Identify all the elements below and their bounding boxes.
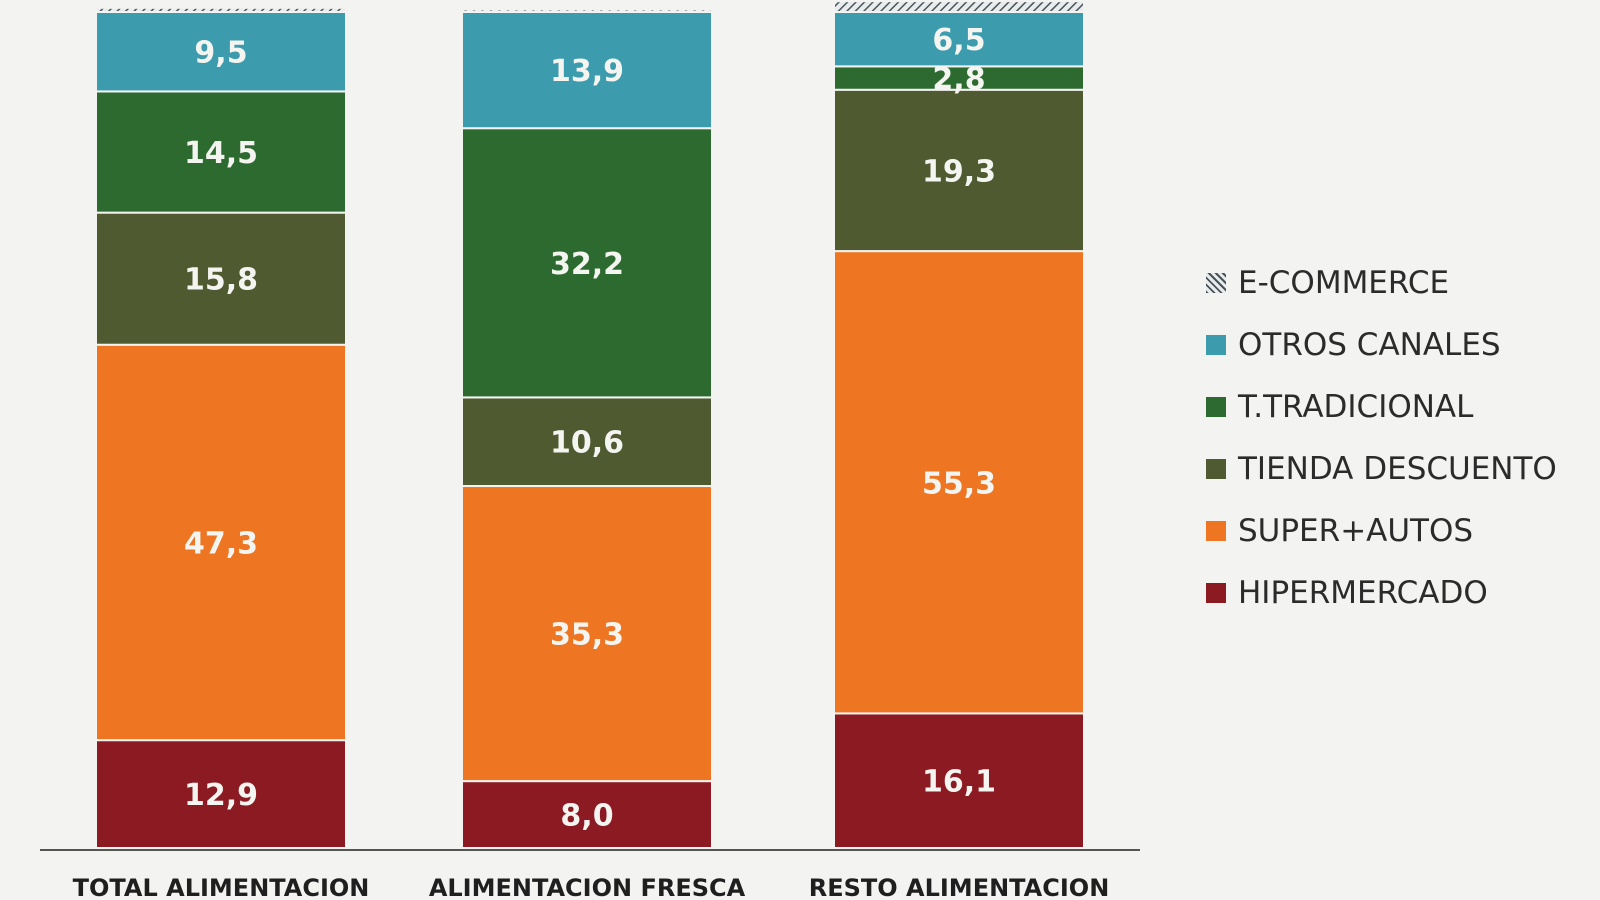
data-label: 35,3 [550,618,624,653]
category-labels: TOTAL ALIMENTACION ALIMENTACION FRESCA RES… [73,874,1110,900]
legend-item-super-autos: SUPER+AUTOS [1206,500,1557,562]
legend-item-t-tradicional: T.TRADICIONAL [1206,376,1557,438]
legend-label: T.TRADICIONAL [1238,389,1474,425]
legend-item-otros-canales: OTROS CANALES [1206,314,1557,376]
bar-segment-t-tradicional [95,90,347,214]
bar-segment-otros-canales [461,11,713,130]
category-label: ALIMENTACION FRESCA [429,874,746,900]
data-label: 55,3 [922,466,996,501]
bar-segment-super-autos [833,250,1085,715]
legend-swatch [1206,583,1226,603]
category-label: RESTO ALIMENTACION [809,874,1110,900]
legend-label: OTROS CANALES [1238,327,1501,363]
bar-segment-otros-canales [95,11,347,93]
data-label: 10,6 [550,426,624,461]
bar-segment-e-commerce [461,8,713,13]
legend-swatch [1206,335,1226,355]
bar-segment-tienda-descuento [95,211,347,346]
bar-segment-hipermercado [461,780,713,849]
bar-segment-e-commerce [833,0,1085,13]
bar-stack-total-alimentacion: 12,9 47,3 15,8 14,5 9,5 [95,6,347,850]
bar-segment-otros-canales [833,11,1085,68]
legend-item-e-commerce: E-COMMERCE [1206,252,1557,314]
data-label: 8,0 [560,799,613,834]
legend-label: TIENDA DESCUENTO [1238,451,1557,487]
bar-segment-super-autos [461,485,713,783]
bar-segment-t-tradicional [461,127,713,399]
bar-segment-hipermercado [95,739,347,850]
legend-swatch [1206,273,1226,293]
bar-stacks: 12,9 47,3 15,8 14,5 9,5 8,0 35,3 10,6 32,2 13,9 16… [95,0,1085,850]
legend-item-hipermercado: HIPERMERCADO [1206,562,1557,624]
bar-segment-e-commerce [95,6,347,13]
data-label: 47,3 [184,526,258,561]
bar-segment-tienda-descuento [833,88,1085,253]
data-label: 32,2 [550,247,624,282]
bar-stack-alimentacion-fresca: 8,0 35,3 10,6 32,2 13,9 [461,8,713,849]
legend-swatch [1206,397,1226,417]
data-label: 6,5 [932,23,985,58]
bar-segment-hipermercado [833,712,1085,849]
legend-item-tienda-descuento: TIENDA DESCUENTO [1206,438,1557,500]
data-label: 13,9 [550,54,624,89]
legend: E-COMMERCE OTROS CANALES T.TRADICIONAL TIEN… [1206,252,1557,624]
legend-swatch [1206,459,1226,479]
data-label: 19,3 [922,154,996,189]
category-label: TOTAL ALIMENTACION [73,874,370,900]
bar-stack-resto-alimentacion: 16,1 55,3 19,3 2,8 6,5 [833,0,1085,849]
data-label: 15,8 [184,263,258,298]
legend-swatch [1206,521,1226,541]
legend-label: E-COMMERCE [1238,265,1450,301]
data-label: 16,1 [922,765,996,800]
data-label: 2,8 [932,62,985,97]
data-label: 14,5 [184,136,258,171]
bar-segment-tienda-descuento [461,396,713,488]
legend-label: SUPER+AUTOS [1238,513,1474,549]
data-label: 9,5 [194,36,247,71]
data-label: 12,9 [184,778,258,813]
legend-label: HIPERMERCADO [1238,575,1488,611]
